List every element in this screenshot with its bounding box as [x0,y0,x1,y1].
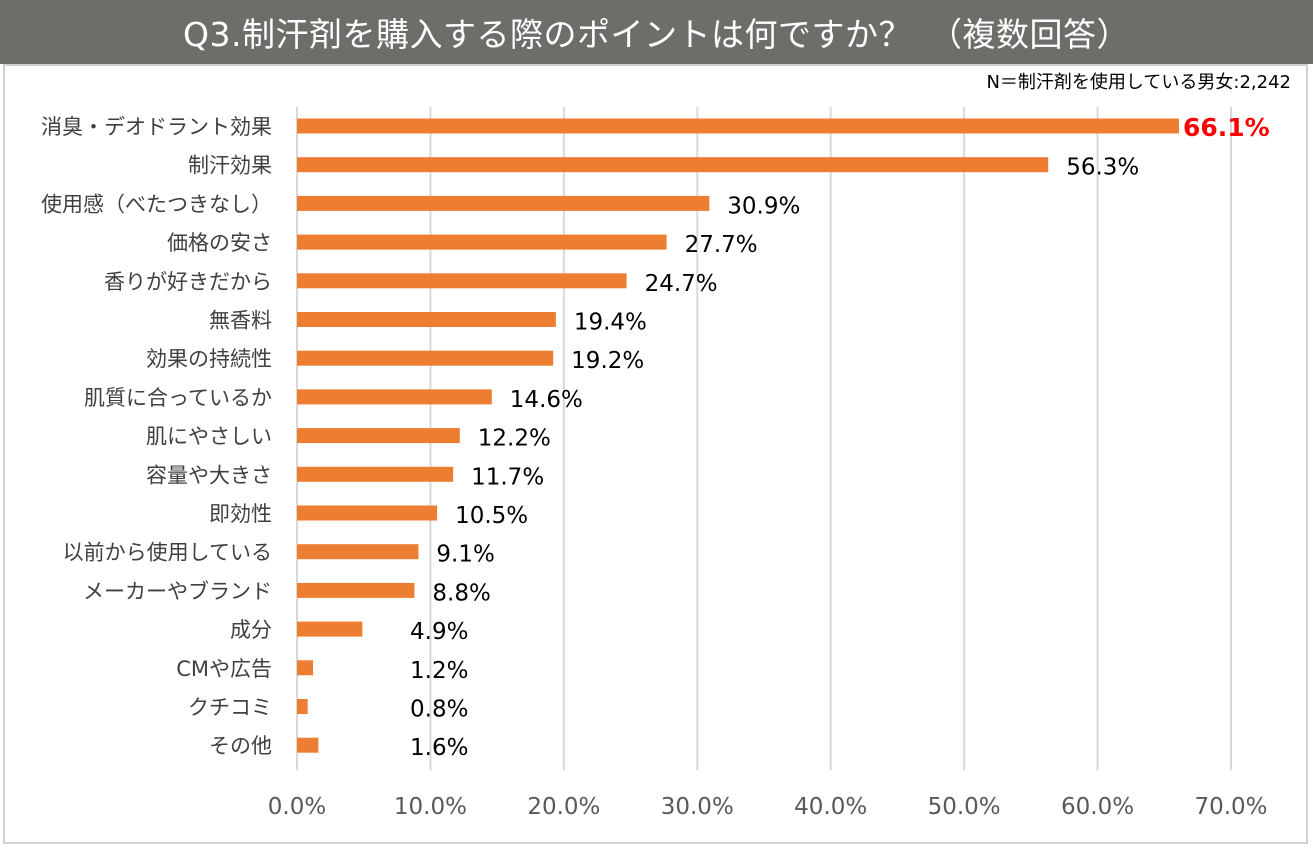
bar [297,737,319,753]
bar [297,466,454,482]
data-label: 19.4% [574,310,647,336]
category-label: 肌にやさしい [146,425,272,449]
category-label: 価格の安さ [167,231,272,255]
category-label: その他 [209,734,272,758]
data-label: 4.9% [410,619,468,645]
data-label: 24.7% [645,271,718,297]
data-label: 66.1% [1183,113,1270,142]
category-label: 即効性 [209,502,272,526]
category-label: 使用感（べたつきなし） [41,192,272,216]
x-tick-label: 0.0% [268,794,326,820]
bar [297,428,460,444]
category-label: 成分 [230,618,272,642]
category-label: 制汗効果 [188,154,272,178]
category-label: 以前から使用している [63,541,272,565]
x-tick-label: 60.0% [1061,794,1134,820]
data-label: 9.1% [436,542,494,568]
x-tick-label: 20.0% [527,794,600,820]
bar [297,544,419,560]
data-label: 10.5% [455,503,528,529]
x-tick-label: 40.0% [794,794,867,820]
category-label: 肌質に合っているか [84,386,272,410]
chart-title: Q3.制汗剤を購入する際のポイントは何ですか？ （複数回答） [183,15,1130,54]
category-label: 消臭・デオドラント効果 [41,115,272,139]
chart-frame [3,64,1308,844]
category-label: クチコミ [188,696,272,720]
bar [297,582,415,598]
title-bar: Q3.制汗剤を購入する際のポイントは何ですか？ （複数回答） [0,0,1313,64]
bar [297,621,363,637]
bar [297,234,667,250]
category-label: 香りが好きだから [104,270,272,294]
bar [297,660,314,676]
bar [297,118,1179,134]
data-label: 8.8% [432,580,490,606]
category-label: CMや広告 [176,657,272,681]
x-tick-label: 10.0% [394,794,467,820]
data-label: 19.2% [571,348,644,374]
data-label: 0.8% [410,697,468,723]
category-label: メーカーやブランド [83,579,272,603]
bar [297,273,627,289]
category-label: 無香料 [209,309,272,333]
data-label: 1.6% [410,735,468,761]
data-label: 30.9% [727,193,800,219]
category-label: 効果の持続性 [146,347,272,371]
data-label: 56.3% [1066,155,1139,181]
x-tick-label: 70.0% [1194,794,1267,820]
sample-size-note: N＝制汗剤を使用している男女:2,242 [986,72,1291,93]
bar [297,350,554,366]
data-label: 27.7% [685,232,758,258]
data-label: 12.2% [478,426,551,452]
bar [297,389,492,405]
category-label: 容量や大きさ [146,463,272,487]
data-label: 14.6% [510,387,583,413]
data-label: 11.7% [471,464,544,490]
data-label: 1.2% [410,658,468,684]
x-tick-label: 30.0% [661,794,734,820]
bar [297,699,308,714]
bar [297,312,556,327]
x-tick-label: 50.0% [928,794,1001,820]
bar [297,505,438,521]
bar [297,157,1049,173]
bar [297,195,710,211]
